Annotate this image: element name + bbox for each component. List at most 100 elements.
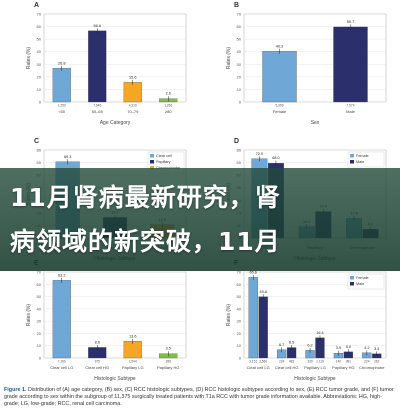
y-tick-label: 70	[37, 270, 42, 275]
caption-text: Distribution of (A) age category, (B) se…	[4, 387, 394, 407]
value-label: 8.5	[289, 341, 294, 345]
legend-swatch	[350, 276, 354, 280]
n-label: 483	[289, 360, 295, 364]
y-tick-label: 60	[37, 24, 42, 29]
n-label: 339	[307, 360, 313, 364]
y-tick-label: 30	[237, 62, 242, 67]
legend-label: Female	[356, 276, 369, 280]
y-tick-label: 50	[37, 37, 42, 42]
y-tick-label: 30	[237, 319, 242, 324]
n-label: 7,946	[93, 104, 101, 108]
x-axis-label: Sex	[311, 120, 320, 126]
value-label: 49.8	[259, 290, 266, 294]
value-label: 3.4	[374, 347, 379, 351]
y-tick-label: 50	[37, 294, 42, 299]
y-tick-label: 60	[237, 282, 242, 287]
value-label: 65.6	[250, 270, 257, 274]
legend-label: Female	[356, 154, 369, 158]
y-tick-label: 80	[37, 148, 42, 153]
y-tick-label: 20	[37, 331, 42, 336]
value-label: 63.2	[58, 273, 65, 277]
chart-a: 0 10 20 30 40 50 60 70 Rates (%) Age Category <50 5…	[26, 12, 187, 126]
legend-swatch	[150, 154, 154, 158]
n-label: 262	[374, 360, 380, 364]
panel-b: B 0 10 20 30 40 50 60 70 Rates (%) Sex Female Male 4…	[204, 2, 394, 128]
y-tick-label: 70	[37, 12, 42, 17]
y-tick-label: 60	[237, 24, 242, 29]
x-tick-label: Papillary HG	[332, 365, 354, 370]
bar	[262, 51, 297, 103]
panel-letter-b: B	[234, 2, 240, 9]
x-tick-label: Chromophobe	[359, 365, 385, 370]
y-tick-label: 40	[37, 49, 42, 54]
x-tick-label: 50–69	[92, 109, 104, 114]
value-label: 2.6	[166, 92, 171, 96]
n-label: 1,119	[316, 360, 324, 364]
y-tick-label: 40	[237, 49, 242, 54]
n-label: 381	[346, 360, 352, 364]
figure-caption: Figure 1. Distribution of (A) age catego…	[4, 387, 396, 408]
y-tick-label: 30	[37, 62, 42, 67]
bar	[88, 30, 107, 103]
y-tick-label: 50	[237, 294, 242, 299]
y-tick-label: 80	[237, 148, 242, 153]
y-tick-label: 20	[237, 331, 242, 336]
x-axis-label: Age Category	[100, 120, 131, 126]
value-label: 4.2	[364, 346, 369, 350]
legend-swatch	[350, 160, 354, 164]
value-label: 6.2	[307, 343, 312, 347]
legend-box	[347, 151, 385, 168]
value-label: 6.7	[279, 343, 284, 347]
legend-label: Male	[356, 282, 364, 286]
bar	[52, 68, 71, 103]
y-tick-label: 20	[237, 74, 242, 79]
value-label: 26.8	[58, 61, 65, 65]
x-tick-label: 70–79	[127, 109, 139, 114]
value-label: 5.0	[346, 345, 351, 349]
y-tick-label: 69	[37, 160, 42, 165]
value-label: 59.7	[347, 20, 354, 24]
y-tick-label: 10	[37, 343, 42, 348]
y-tick-label: 40	[37, 306, 42, 311]
headline-line-1: 11月肾病最新研究，肾	[10, 183, 281, 212]
x-tick-label: Papillary LG	[304, 365, 326, 370]
n-label: 140	[336, 360, 342, 364]
x-tick-label: Female	[273, 109, 287, 114]
x-tick-label: <50	[58, 109, 66, 114]
headline-line-2: 病领域的新突破，11月	[10, 227, 281, 256]
n-label: 396	[166, 360, 172, 364]
y-tick-label: 0	[239, 100, 242, 105]
y-tick-label: 60	[37, 282, 42, 287]
bar	[248, 277, 258, 359]
chart-b: 0 10 20 30 40 50 60 70 Rates (%) Sex Female Male 40.…	[226, 12, 387, 126]
y-tick-label: 0	[239, 356, 242, 361]
legend-swatch	[350, 282, 354, 286]
value-label: 68.0	[272, 156, 279, 160]
y-tick-label: 10	[37, 87, 42, 92]
chart-f: 0 10 20 30 40 50 60 70 Rates (%) Histologic Subty…	[226, 270, 387, 382]
y-axis-label: Rates (%)	[226, 47, 232, 70]
n-label: 1,266	[164, 104, 172, 108]
y-tick-label: 70	[237, 12, 242, 17]
x-axis-label: Histologic Subtype	[94, 376, 136, 382]
y-tick-label: 50	[237, 37, 242, 42]
y-tick-label: 70	[237, 270, 242, 275]
legend-label: Male	[356, 160, 364, 164]
y-tick-label: 0	[39, 100, 42, 105]
headline-banner: 11月肾病最新研究，肾 病领域的新突破，11月	[0, 168, 400, 271]
bar	[333, 26, 368, 103]
x-tick-label: Clear cell LG	[247, 365, 270, 370]
y-tick-label: 69	[237, 160, 242, 165]
n-label: 224	[364, 360, 370, 364]
y-tick-label: 10	[237, 87, 242, 92]
chart-e: 0 10 20 30 40 50 60 70 Rates (%) Histologic Subty…	[26, 270, 187, 382]
n-label: 1,250	[58, 104, 66, 108]
value-label: 72.0	[256, 152, 263, 156]
bar	[123, 341, 142, 359]
legend-swatch	[150, 166, 154, 170]
value-label: 13.6	[129, 334, 136, 338]
value-label: 15.6	[129, 75, 136, 79]
value-label: 56.6	[94, 24, 101, 28]
caption-label: Figure 1.	[4, 387, 27, 393]
